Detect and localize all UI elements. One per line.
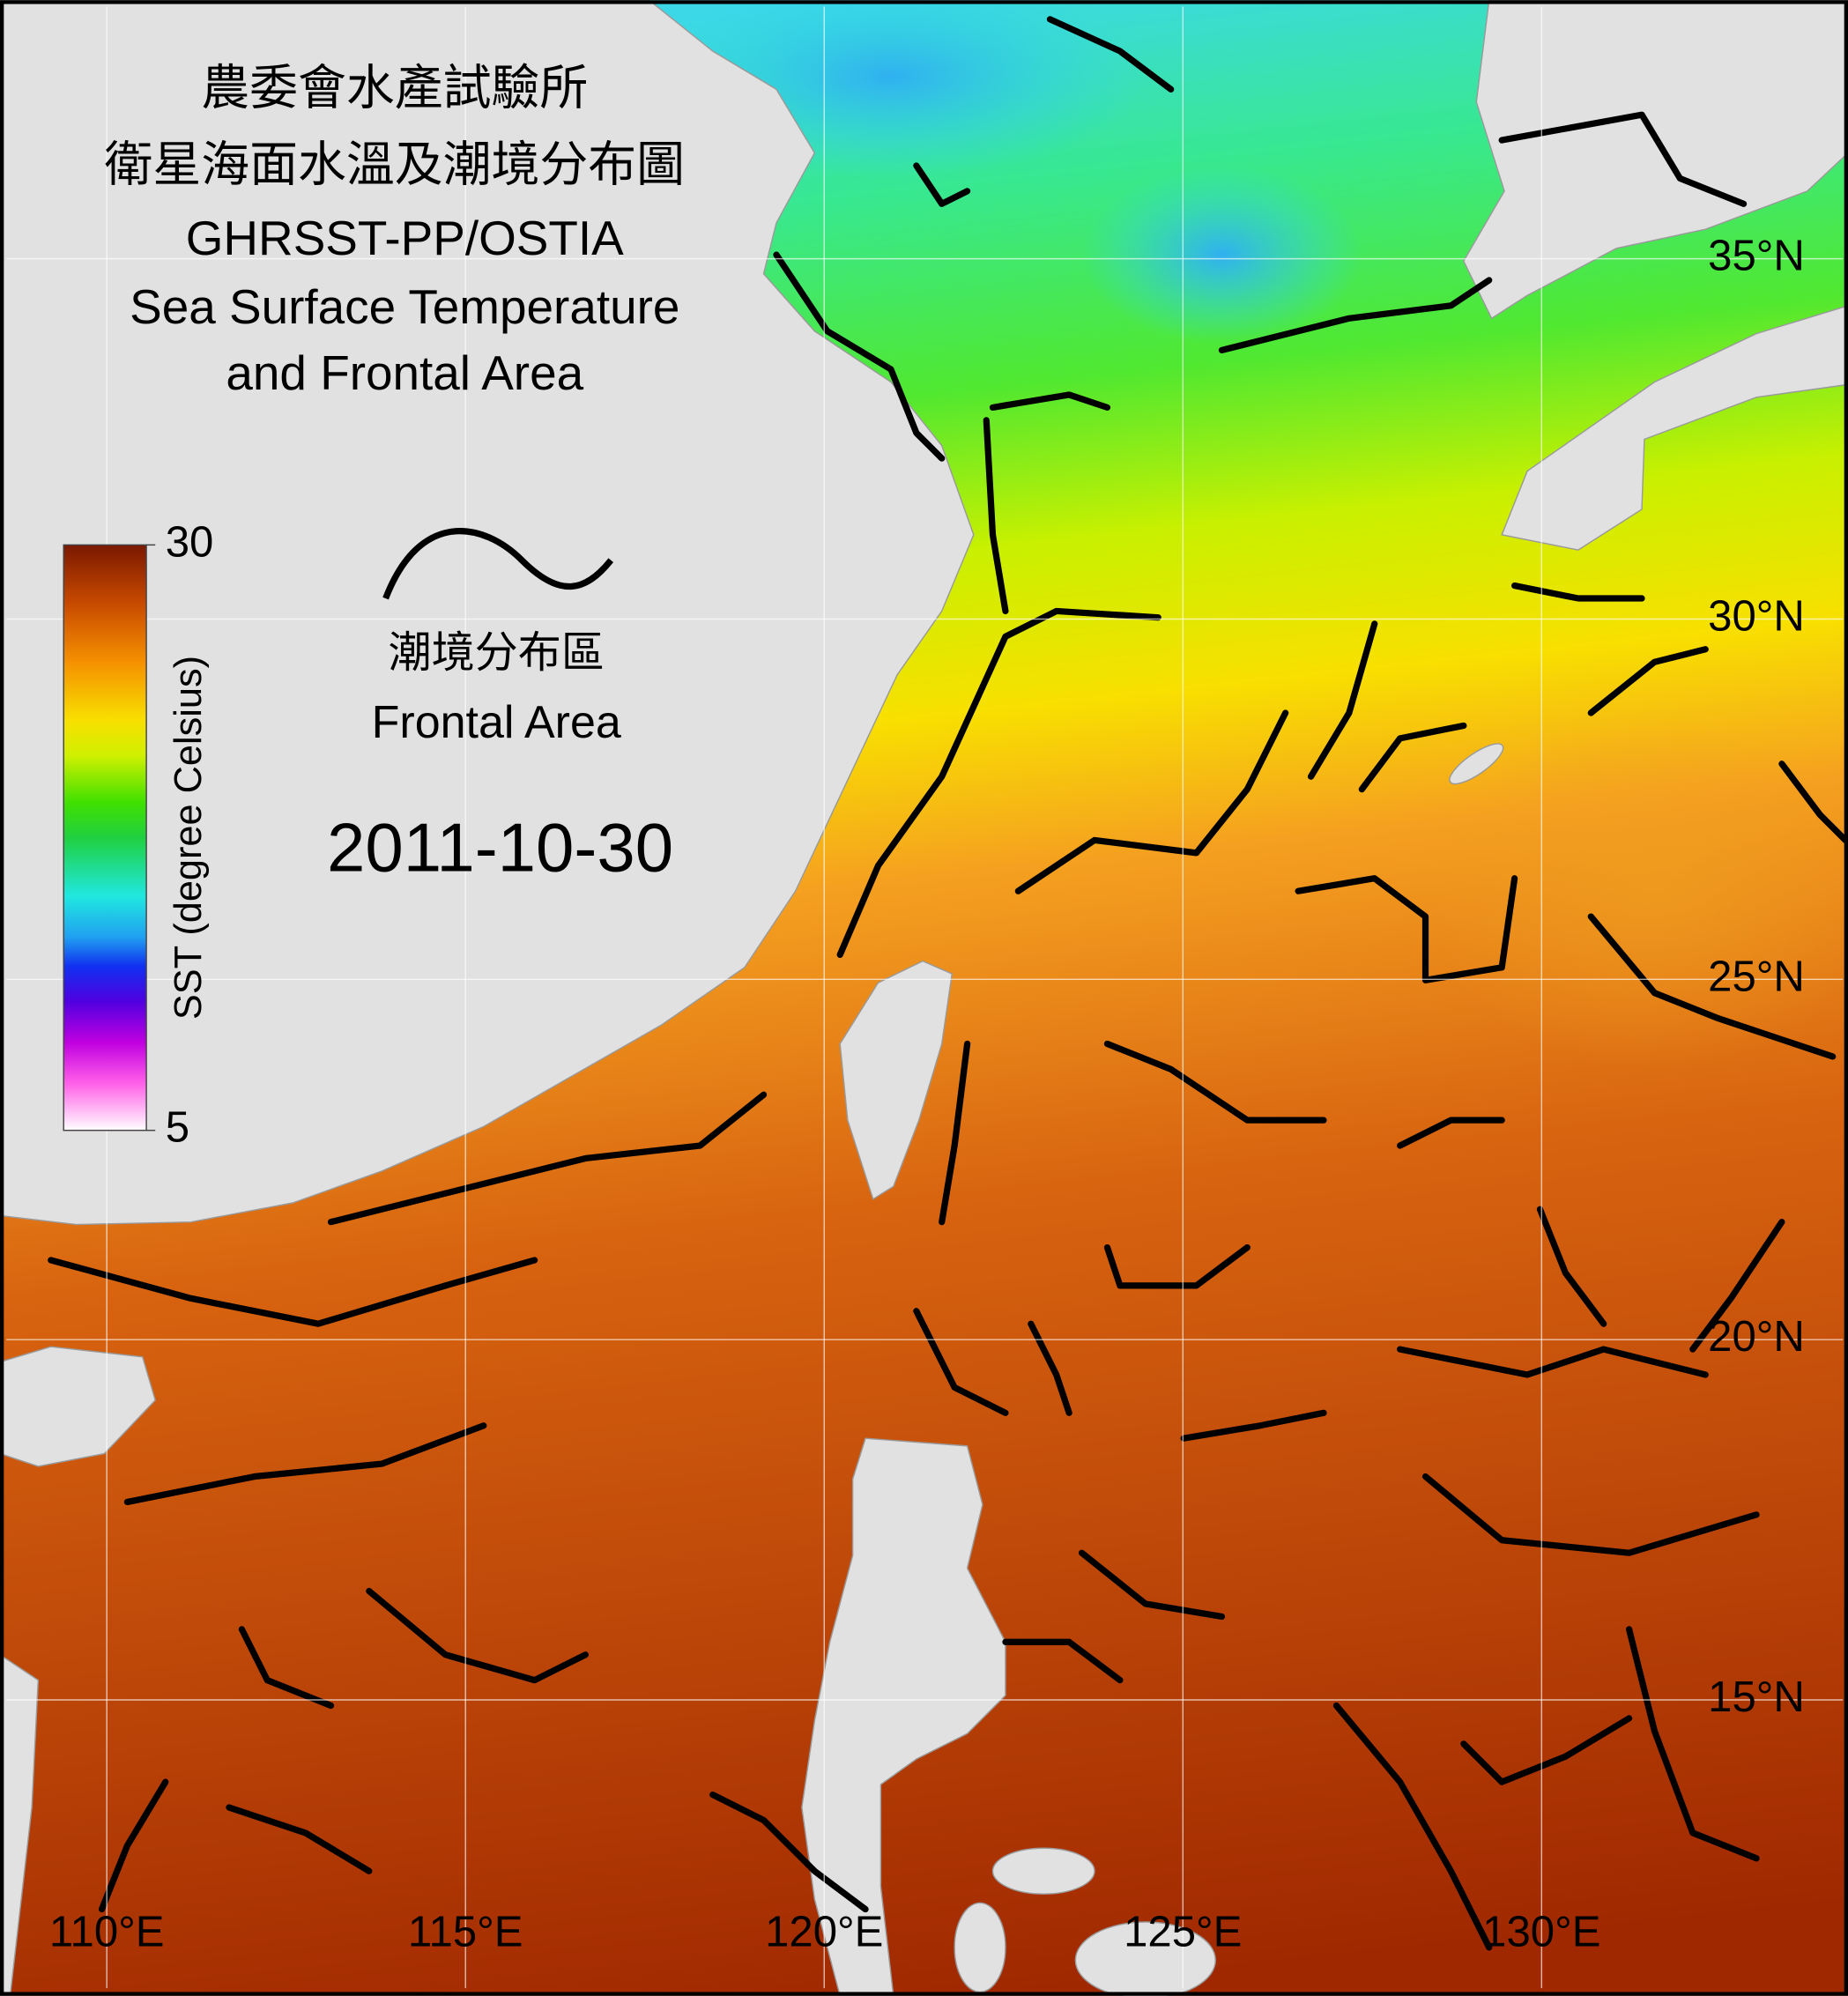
title-en-2: and Frontal Area (226, 345, 583, 400)
colorbar (63, 544, 147, 1132)
latitude-label: 15°N (1708, 1673, 1805, 1721)
legend-label-en: Frontal Area (372, 697, 621, 748)
title-zh-1: 農委會水產試驗所 (201, 61, 588, 115)
colorbar-label: SST (degree Celsius) (167, 656, 210, 1020)
title-zh-2: 衛星海面水溫及潮境分布圖 (104, 137, 685, 191)
latitude-label: 30°N (1708, 592, 1805, 640)
longitude-label: 125°E (1124, 1908, 1242, 1955)
date: 2011-10-30 (327, 808, 673, 886)
graticule: 110°E 115°E 120°E 125°E 130°E 35°N 30°N 25°N 20°… (6, 6, 1844, 1989)
title-product: GHRSST-PP/OSTIA (186, 211, 624, 265)
colorbar-ticks: 30 5 (146, 518, 214, 1152)
frontal-lines (48, 16, 1848, 1951)
colorbar-tick-label: 30 (166, 518, 214, 566)
latitude-label: 25°N (1708, 953, 1805, 1000)
latitude-label: 20°N (1708, 1313, 1805, 1361)
colorbar-tick-label: 5 (166, 1104, 189, 1152)
title-block: 農委會水產試驗所 衛星海面水溫及潮境分布圖 GHRSST-PP/OSTIA Se… (104, 61, 685, 401)
longitude-label: 115°E (408, 1908, 523, 1955)
legend-front-symbol (382, 528, 614, 600)
title-en-1: Sea Surface Temperature (130, 279, 679, 334)
cold-water (1081, 165, 1362, 345)
legend-label-zh: 潮境分布區 (389, 629, 605, 677)
longitude-label: 130°E (1482, 1908, 1600, 1955)
warm-water (1425, 713, 1848, 1070)
latitude-label: 35°N (1708, 233, 1805, 280)
longitude-label: 110°E (49, 1908, 165, 1955)
longitude-label: 120°E (765, 1908, 883, 1955)
